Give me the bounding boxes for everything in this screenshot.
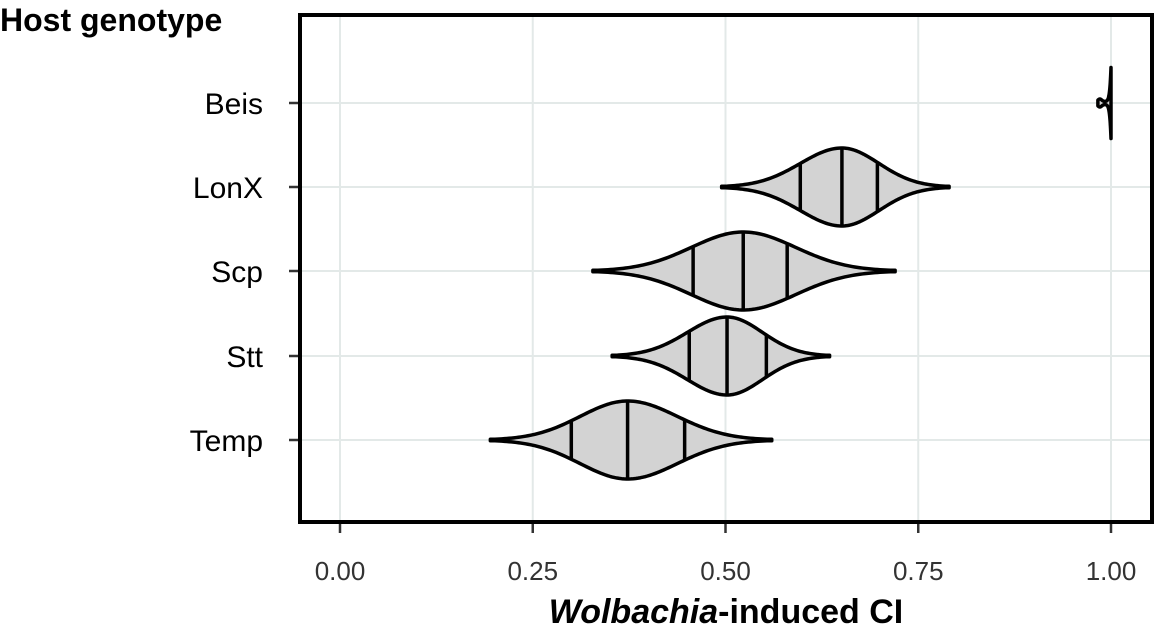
y-tick-label: Stt — [226, 341, 263, 374]
x-tick-label: 0.00 — [315, 556, 366, 586]
violin-stt — [610, 315, 832, 397]
violin-body — [1096, 65, 1113, 141]
violin-temp — [488, 399, 774, 481]
x-tick-label: 0.25 — [507, 556, 558, 586]
violin-lonx — [719, 146, 951, 228]
plot-frame — [298, 13, 1154, 524]
violins — [488, 65, 1113, 481]
x-axis-title: Wolbachia-induced CI — [549, 593, 904, 631]
violin-body — [488, 399, 774, 481]
x-axis-ticks: 0.00 0.25 0.50 0.75 1.00 — [315, 524, 1137, 586]
x-tick-label: 0.50 — [700, 556, 751, 586]
y-tick-label: Scp — [211, 256, 263, 289]
y-axis-ticks: Beis LonX Scp Stt Temp — [190, 88, 298, 458]
x-tick-label: 0.75 — [893, 556, 944, 586]
y-tick-label: Beis — [205, 88, 263, 121]
x-axis-title-italic: Wolbachia — [549, 593, 718, 631]
violin-body — [610, 315, 832, 397]
y-tick-label: Temp — [190, 425, 263, 458]
x-tick-label: 1.00 — [1086, 556, 1137, 586]
violin-scp — [591, 230, 897, 312]
x-axis-title-rest: -induced CI — [718, 593, 903, 631]
violin-beis — [1096, 65, 1113, 141]
violin-body — [719, 146, 951, 228]
y-tick-label: LonX — [193, 172, 263, 205]
y-axis-title: Host genotype — [0, 2, 222, 38]
